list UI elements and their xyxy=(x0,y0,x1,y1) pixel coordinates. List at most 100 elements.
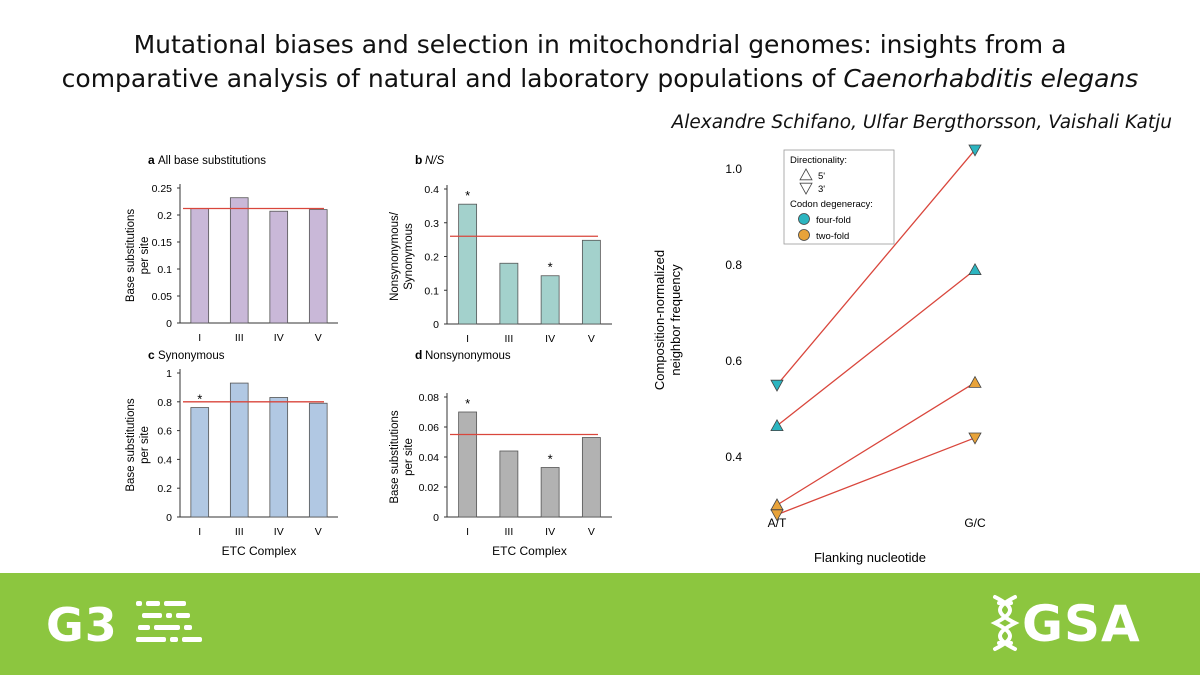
y-tick-label: 0.15 xyxy=(152,237,173,249)
y-tick-label: 0.05 xyxy=(152,291,173,303)
y-tick-label: 0.4 xyxy=(157,454,172,466)
legend-marker-two-fold xyxy=(798,229,810,241)
data-point-marker xyxy=(770,498,784,511)
x-tick-label: IV xyxy=(274,332,284,344)
legend-marker-5prime xyxy=(799,168,813,181)
gsa-logo: GSA xyxy=(1022,595,1141,653)
y-axis-label: Base substitutions per site xyxy=(389,410,415,504)
footer-banner: G3 GSA xyxy=(0,573,1200,675)
panel-title: All base substitutions xyxy=(158,155,266,167)
bar-panel-a: a All base substitutions 0 0.05 0.1 0.15 0.2 0.… xyxy=(125,153,338,344)
y-tick-label: 0.3 xyxy=(424,218,439,230)
series-line xyxy=(776,382,976,506)
series-two-fold-3prime xyxy=(770,432,982,522)
x-tick-label: V xyxy=(315,526,322,538)
bar-I xyxy=(190,208,210,324)
bar-I xyxy=(458,411,478,518)
series-four-fold-5prime xyxy=(770,262,982,432)
significance-star: * xyxy=(548,452,553,467)
x-tick-label: V xyxy=(588,333,595,345)
series-line xyxy=(776,437,976,516)
x-tick-label: IV xyxy=(545,333,555,345)
panel-title: N/S xyxy=(425,155,445,167)
x-axis-label: ETC Complex xyxy=(222,544,297,558)
series-two-fold-5prime xyxy=(770,375,982,511)
y-tick-label: 0.4 xyxy=(725,450,742,464)
legend-label-two-fold: two-fold xyxy=(816,231,849,242)
bar-panel-d: d Nonsynonymous 0 0.02 0.04 0.06 0.08 I * III IV * V… xyxy=(389,348,612,558)
y-axis-label: Composition-normalizedneighbor frequency xyxy=(652,250,683,390)
significance-star: * xyxy=(548,260,553,275)
bar-panel-b: b N/S 0 0.1 0.2 0.3 0.4 I * III IV * V Nonsynonymous/… xyxy=(389,153,612,345)
g3-dna-icon xyxy=(136,601,202,642)
bar-IV xyxy=(269,210,289,324)
line-chart-panel: 0.4 0.6 0.8 1.0 A/T G/C Flanking nucleotide Com… xyxy=(652,144,986,565)
title-line-2: comparative analysis of natural and labo… xyxy=(0,62,1200,96)
x-tick-label: I xyxy=(198,526,201,538)
data-point-marker xyxy=(968,375,982,388)
bar-III xyxy=(499,262,519,325)
bar-IV xyxy=(269,397,289,518)
y-axis-label: Base substitutions per site xyxy=(125,398,151,492)
x-tick-label: V xyxy=(588,526,595,538)
y-tick-label: 0 xyxy=(166,512,172,524)
y-tick-label: 0 xyxy=(433,512,439,524)
y-tick-label: 0.1 xyxy=(424,285,439,297)
legend-marker-3prime xyxy=(799,182,813,195)
x-tick-label: A/T xyxy=(768,516,787,530)
panel-letter: c xyxy=(148,348,155,362)
data-point-marker xyxy=(968,144,982,157)
series-line xyxy=(776,269,976,427)
x-tick-label: III xyxy=(235,332,244,344)
y-tick-label: 0.02 xyxy=(419,482,440,494)
data-point-marker xyxy=(968,262,982,276)
panel-letter: d xyxy=(415,348,422,362)
y-tick-label: 0.8 xyxy=(157,397,172,409)
title-line-2-text: comparative analysis of natural and labo… xyxy=(61,64,844,93)
bar-chart-panels: a All base substitutions 0 0.05 0.1 0.15 0.2 0.… xyxy=(125,153,612,558)
y-tick-label: 0.1 xyxy=(157,264,172,276)
bar-V xyxy=(581,239,601,325)
bar-III xyxy=(229,382,249,518)
y-tick-label: 1.0 xyxy=(725,162,742,176)
y-tick-label: 0.2 xyxy=(157,210,172,222)
bar-V xyxy=(581,437,601,518)
x-tick-label: IV xyxy=(274,526,284,538)
bar-I xyxy=(458,203,478,325)
x-tick-label: III xyxy=(504,333,513,345)
y-tick-label: 0.6 xyxy=(157,426,172,438)
author-list: Alexandre Schifano, Ulfar Bergthorsson, … xyxy=(671,112,1172,133)
y-tick-label: 0.6 xyxy=(725,354,742,368)
y-tick-label: 0.25 xyxy=(152,183,173,195)
y-tick-label: 0 xyxy=(166,318,172,330)
bar-III xyxy=(229,197,249,324)
bar-panel-c: c Synonymous 0 0.2 0.4 0.6 0.8 1 I * III IV V Base su… xyxy=(125,348,338,558)
gsa-helix-icon xyxy=(990,595,1020,651)
data-point-marker xyxy=(770,418,784,432)
significance-star: * xyxy=(197,392,202,407)
legend-label-four-fold: four-fold xyxy=(816,215,851,226)
data-point-marker xyxy=(968,432,982,445)
x-tick-label: I xyxy=(466,526,469,538)
chart-legend: Directionality: 5' 3' Codon degeneracy: four… xyxy=(783,149,895,245)
y-tick-label: 0.4 xyxy=(424,184,439,196)
bar-V xyxy=(308,402,328,518)
line-chart: 0.4 0.6 0.8 1.0 A/T G/C Flanking nucleotide Com… xyxy=(652,144,986,565)
title-species: Caenorhabditis elegans xyxy=(843,64,1139,93)
significance-star: * xyxy=(465,396,470,411)
x-tick-label: III xyxy=(504,526,513,538)
y-tick-label: 0.06 xyxy=(419,422,440,434)
y-tick-label: 0.2 xyxy=(157,483,172,495)
bar-V xyxy=(308,209,328,324)
x-tick-label: I xyxy=(466,333,469,345)
legend-marker-four-fold xyxy=(798,213,810,225)
y-tick-label: 0.04 xyxy=(419,452,440,464)
legend-label-3prime: 3' xyxy=(818,184,825,195)
legend-title-directionality: Directionality: xyxy=(790,155,847,166)
bar-IV xyxy=(540,275,560,325)
data-point-marker xyxy=(770,509,784,522)
bar-III xyxy=(499,450,519,518)
panel-letter: b xyxy=(415,153,422,167)
panel-letter: a xyxy=(148,153,155,167)
bar-IV xyxy=(540,467,560,518)
